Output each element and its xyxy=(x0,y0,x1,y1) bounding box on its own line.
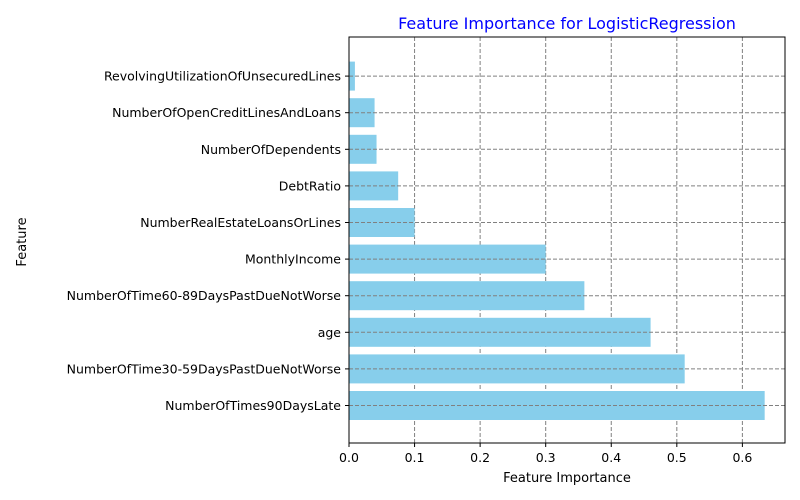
y-tick-label: NumberOfOpenCreditLinesAndLoans xyxy=(112,105,341,120)
x-tick-label: 0.1 xyxy=(405,450,425,465)
x-tick-label: 0.2 xyxy=(470,450,490,465)
chart-title: Feature Importance for LogisticRegressio… xyxy=(398,14,736,33)
y-tick-label: RevolvingUtilizationOfUnsecuredLines xyxy=(104,69,341,84)
y-tick-label: MonthlyIncome xyxy=(245,252,341,267)
plot-frame xyxy=(348,36,786,444)
y-tick-label: NumberOfTimes90DaysLate xyxy=(165,398,341,413)
y-tick-label: NumberOfDependents xyxy=(201,142,341,157)
y-tick-label: age xyxy=(318,325,342,340)
x-tick-label: 0.0 xyxy=(339,450,359,465)
y-tick-label: DebtRatio xyxy=(279,178,341,193)
y-tick-label: NumberOfTime60-89DaysPastDueNotWorse xyxy=(67,288,342,303)
y-tick-label: NumberRealEstateLoansOrLines xyxy=(140,215,341,230)
bars-layer xyxy=(349,61,785,420)
x-axis-label: Feature Importance xyxy=(503,471,631,486)
axes-layer xyxy=(345,36,786,447)
labels-layer: NumberOfTimes90DaysLate NumberOfTime30-59… xyxy=(67,69,753,465)
x-tick-label: 0.4 xyxy=(601,450,621,465)
y-tick-label: NumberOfTime30-59DaysPastDueNotWorse xyxy=(67,361,342,376)
y-axis-label: Feature xyxy=(15,217,30,266)
x-tick-label: 0.3 xyxy=(536,450,556,465)
x-tick-label: 0.5 xyxy=(667,450,687,465)
x-tick-label: 0.6 xyxy=(732,450,752,465)
